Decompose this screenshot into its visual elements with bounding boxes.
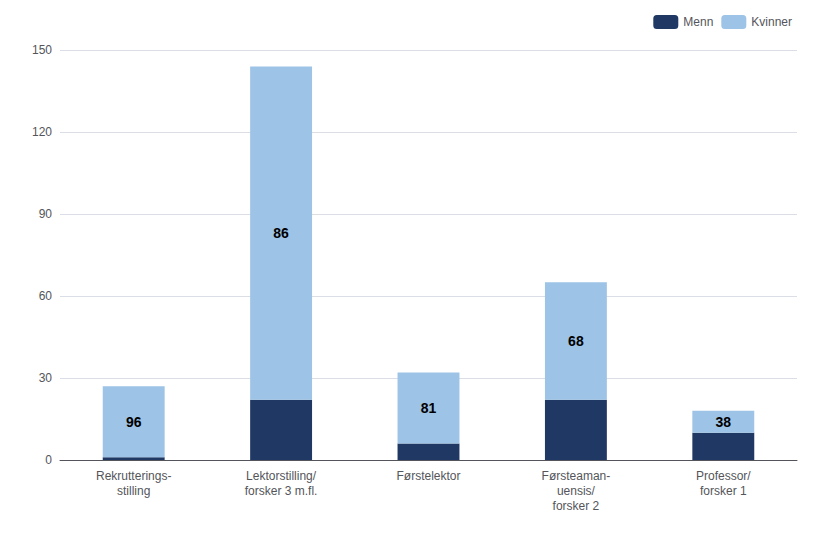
svg-text:81: 81	[421, 400, 437, 416]
svg-text:forsker 1: forsker 1	[700, 484, 747, 498]
svg-text:120: 120	[32, 125, 52, 139]
svg-text:96: 96	[126, 414, 142, 430]
svg-text:Førstelektor: Førstelektor	[396, 469, 460, 483]
svg-text:150: 150	[32, 43, 52, 57]
svg-text:stilling: stilling	[117, 484, 150, 498]
svg-text:60: 60	[39, 289, 53, 303]
svg-text:0: 0	[45, 453, 52, 467]
svg-text:forsker 3 m.fl.: forsker 3 m.fl.	[245, 484, 318, 498]
svg-text:Professor/: Professor/	[696, 469, 751, 483]
svg-text:forsker 2: forsker 2	[553, 499, 600, 513]
svg-text:Rekrutterings-: Rekrutterings-	[96, 469, 171, 483]
svg-text:Førsteaman-: Førsteaman-	[542, 469, 611, 483]
svg-text:Lektorstilling/: Lektorstilling/	[246, 469, 317, 483]
svg-text:68: 68	[568, 333, 584, 349]
svg-text:90: 90	[39, 207, 53, 221]
svg-text:Kvinner: Kvinner	[751, 15, 792, 29]
svg-text:86: 86	[273, 225, 289, 241]
svg-text:Menn: Menn	[683, 15, 713, 29]
svg-text:uensis/: uensis/	[557, 484, 596, 498]
svg-text:38: 38	[716, 414, 732, 430]
svg-text:30: 30	[39, 371, 53, 385]
